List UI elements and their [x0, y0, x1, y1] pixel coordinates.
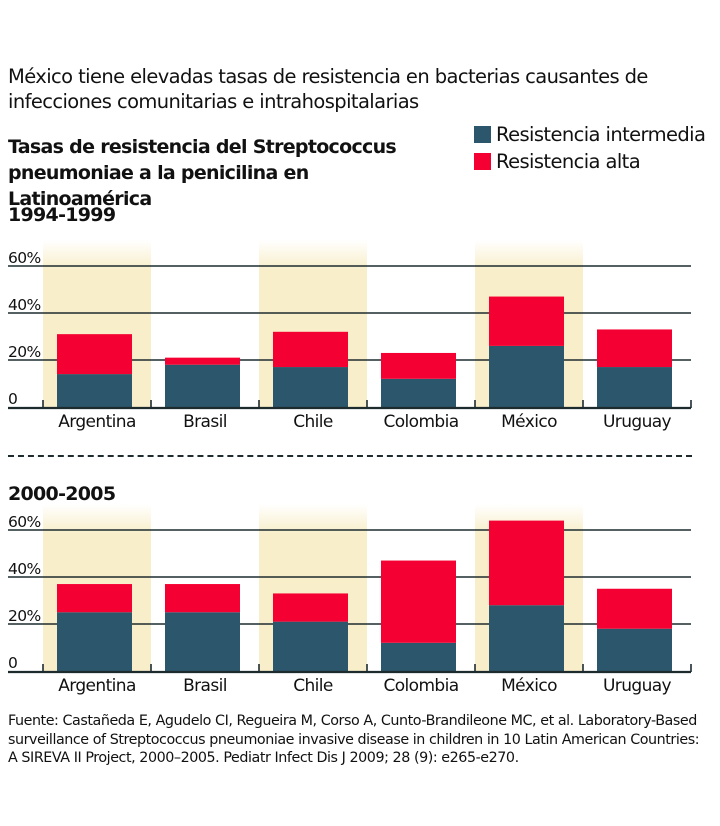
bar-alta-chile — [273, 593, 348, 622]
legend-label-alta: Resistencia alta — [496, 150, 641, 173]
x-tick-label: Colombia — [383, 412, 458, 432]
bar-intermedia-méxico — [489, 345, 564, 407]
bar-alta-méxico — [489, 520, 564, 606]
bar-alta-méxico — [489, 296, 564, 346]
bar-intermedia-uruguay — [597, 628, 672, 671]
y-tick-label: 60% — [8, 513, 41, 531]
x-tick-label: México — [501, 412, 557, 432]
chart-1994-1999: 0 20% 40% 60% Argentina Brasil Chile Colombia Mé… — [8, 240, 692, 432]
y-tick-label: 0 — [8, 390, 17, 408]
y-tick-label: 40% — [8, 296, 41, 314]
bar-alta-brasil — [165, 584, 240, 613]
chart-subtitle: Tasas de resistencia del Streptococcus p… — [8, 134, 448, 212]
bar-alta-uruguay — [597, 329, 672, 368]
bar-intermedia-uruguay — [597, 367, 672, 407]
bar-intermedia-brasil — [165, 612, 240, 671]
x-tick-label: Chile — [293, 676, 333, 696]
x-tick-label: Uruguay — [603, 412, 672, 432]
section-divider — [8, 455, 692, 457]
legend-label-intermedia: Resistencia intermedia — [496, 123, 706, 146]
bar-intermedia-chile — [273, 367, 348, 407]
bar-alta-argentina — [57, 584, 132, 613]
legend: Resistencia intermedia Resistencia alta — [474, 121, 706, 175]
chart-2000-2005: 0 20% 40% 60% Argentina Brasil Chile Colombia Mé… — [8, 504, 692, 696]
headline: México tiene elevadas tasas de resistenc… — [8, 65, 648, 113]
bar-alta-argentina — [57, 334, 132, 375]
legend-swatch-alta — [474, 153, 491, 170]
legend-item-alta: Resistencia alta — [474, 148, 705, 175]
legend-item-intermedia: Resistencia intermedia — [474, 121, 706, 148]
subtitle-line-2: pneumoniae a la penicilina en Latinoamér… — [8, 162, 309, 210]
subtitle-line-1: Tasas de resistencia del Streptococcus — [8, 136, 397, 158]
source-citation: Fuente: Castañeda E, Agudelo CI, Regueir… — [8, 713, 700, 766]
x-tick-label: Brasil — [183, 412, 227, 432]
y-tick-label: 20% — [8, 607, 41, 625]
x-tick-label: Uruguay — [603, 676, 672, 696]
legend-swatch-intermedia — [474, 126, 491, 143]
period-title-1: 1994-1999 — [8, 204, 116, 226]
x-tick-label: Colombia — [383, 676, 458, 696]
bar-intermedia-colombia — [381, 378, 456, 407]
bar-alta-chile — [273, 331, 348, 368]
bar-alta-uruguay — [597, 588, 672, 629]
x-tick-label: Argentina — [58, 412, 136, 432]
x-tick-label: Argentina — [58, 676, 136, 696]
bar-intermedia-chile — [273, 621, 348, 671]
y-tick-label: 0 — [8, 654, 17, 672]
x-tick-label: Chile — [293, 412, 333, 432]
y-tick-label: 40% — [8, 560, 41, 578]
bar-alta-colombia — [381, 560, 456, 643]
bar-intermedia-colombia — [381, 642, 456, 671]
bar-intermedia-argentina — [57, 612, 132, 671]
x-tick-label: México — [501, 676, 557, 696]
bar-intermedia-brasil — [165, 364, 240, 407]
y-tick-label: 60% — [8, 249, 41, 267]
y-tick-label: 20% — [8, 343, 41, 361]
period-title-2: 2000-2005 — [8, 483, 116, 505]
bar-intermedia-méxico — [489, 605, 564, 671]
x-tick-label: Brasil — [183, 676, 227, 696]
bar-intermedia-argentina — [57, 374, 132, 407]
bar-alta-colombia — [381, 352, 456, 379]
bar-alta-brasil — [165, 357, 240, 365]
